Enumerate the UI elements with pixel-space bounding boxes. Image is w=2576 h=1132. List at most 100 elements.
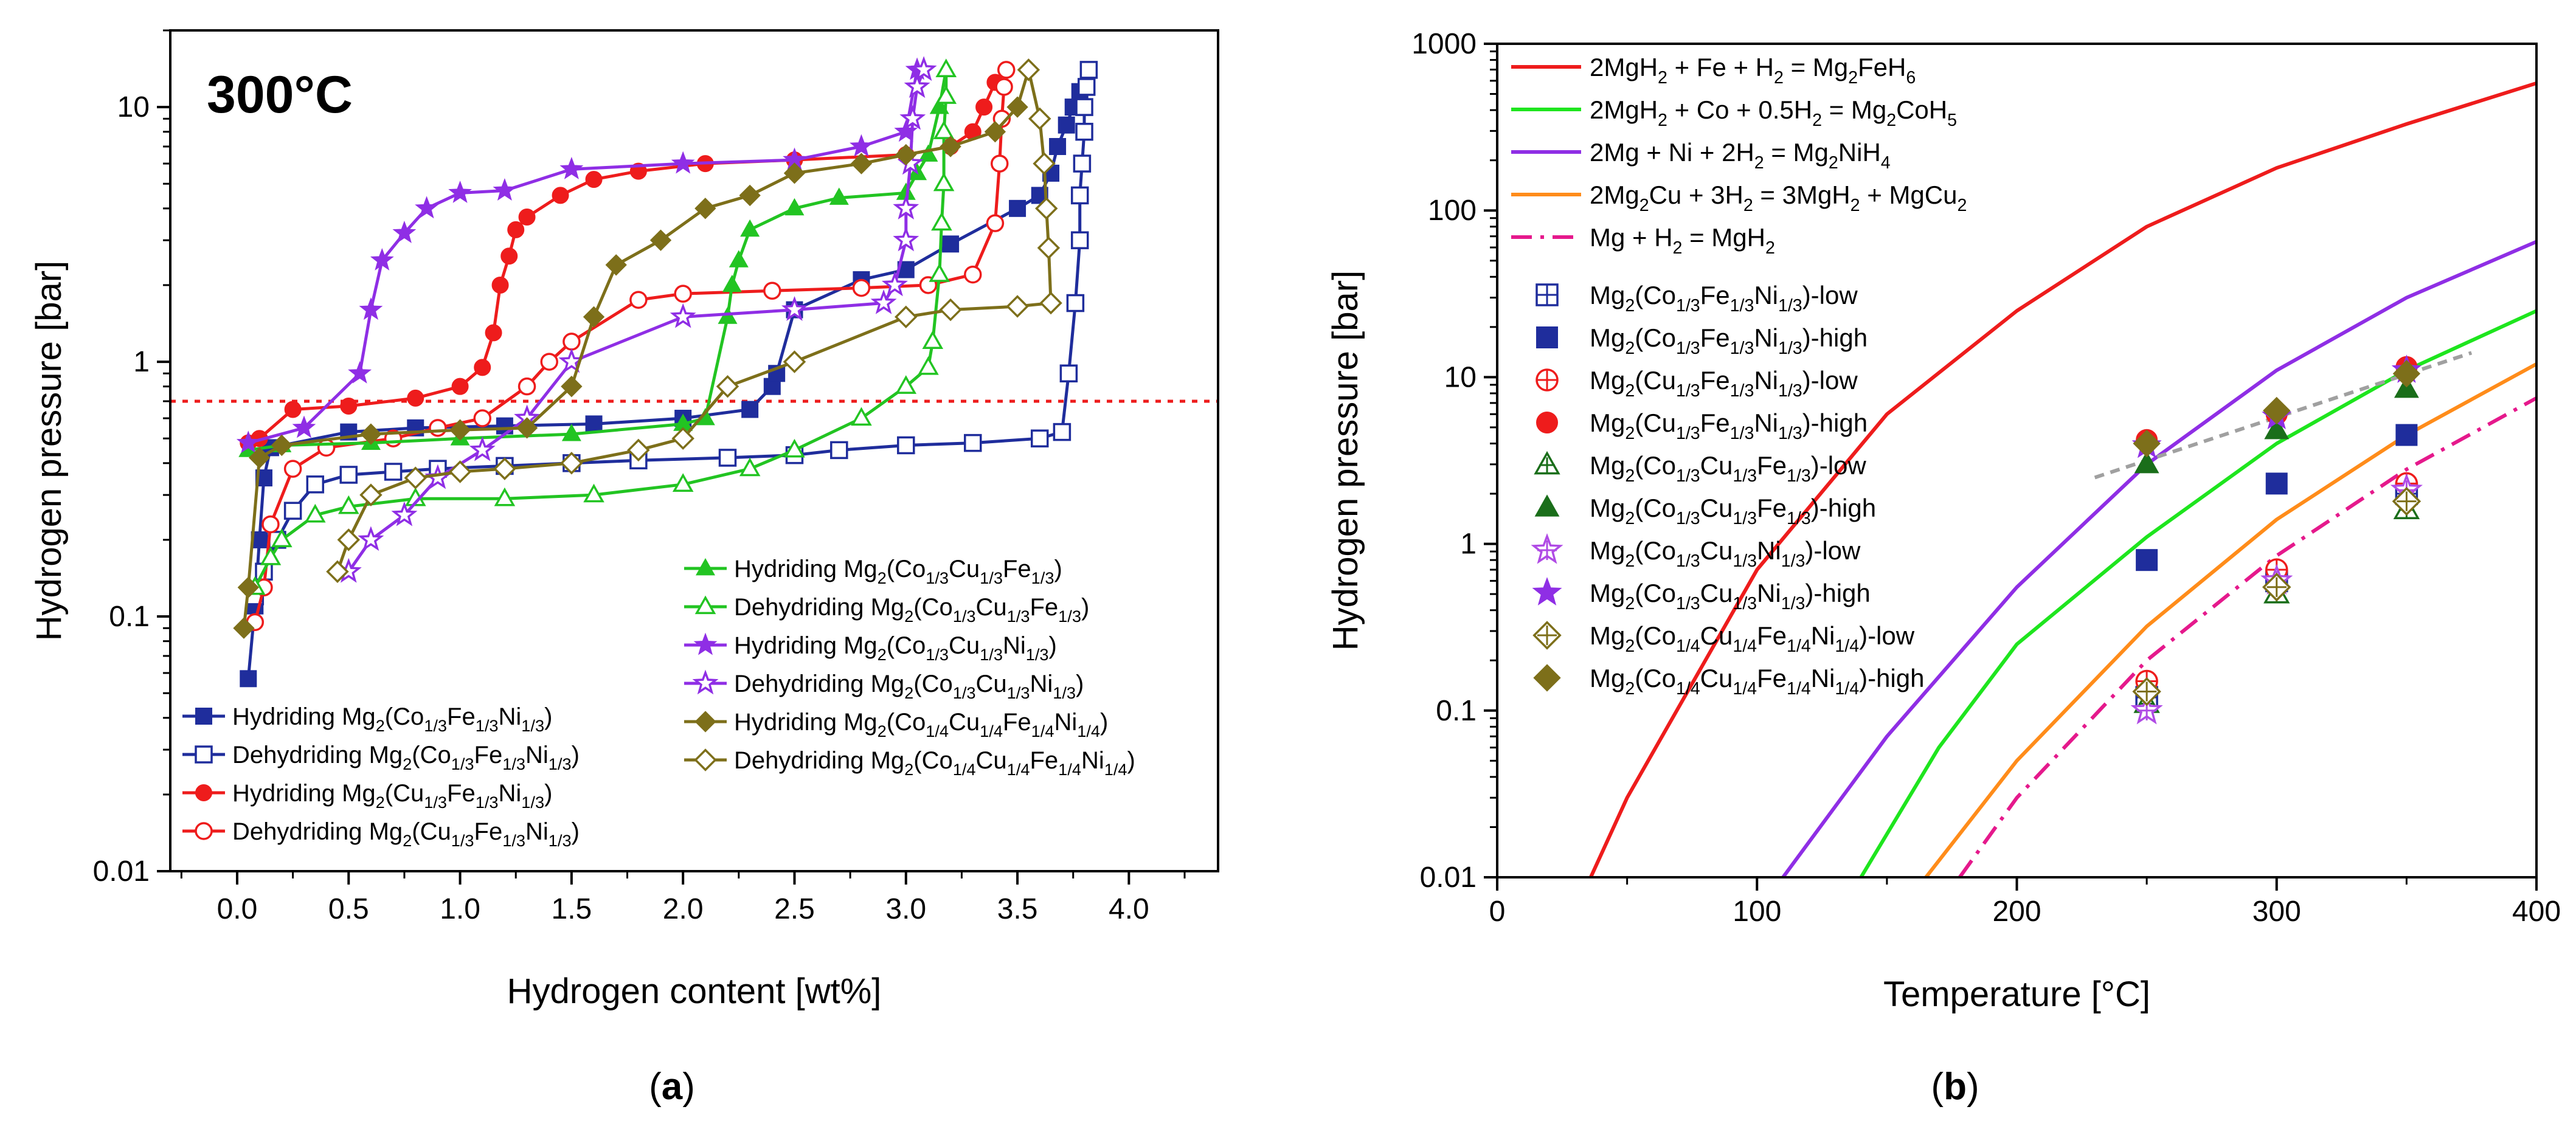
legend-marker-1 xyxy=(195,745,213,764)
legend-marker-label-3-part: Fe xyxy=(1700,409,1730,437)
series-5-point-7-shape xyxy=(918,356,939,375)
series-1-point-0 xyxy=(1079,61,1098,79)
legend-marker-label-6-part: )-low xyxy=(1805,536,1861,565)
series-9-point-2-shape xyxy=(1033,152,1056,175)
legend-marker-label-4: Mg2(Co1/3Cu1/3Fe1/3)-low xyxy=(1590,451,1866,486)
series-3-point-0-shape xyxy=(997,61,1016,79)
series-9-point-14 xyxy=(493,457,516,480)
caption-a-letter: a xyxy=(662,1066,683,1108)
legend-marker-label-5-part: )-high xyxy=(1811,494,1876,522)
y-tick-label: 1 xyxy=(133,346,150,378)
series-6-point-9-shape xyxy=(559,156,584,179)
series-9-point-2 xyxy=(1033,152,1056,175)
legend-marker-label-8-part: (Co xyxy=(1635,621,1676,650)
legend-marker-label-8-part: 1/4 xyxy=(1787,637,1811,656)
legend-curve-label-2-part: 2Mg + Ni + 2H xyxy=(1590,138,1754,167)
legend-marker-label-1-part: Mg xyxy=(1590,323,1625,352)
series-7-point-15 xyxy=(358,526,384,551)
legend-marker-2 xyxy=(195,784,212,801)
series-3-point-3-shape xyxy=(990,154,1009,173)
series-4-point-15-shape xyxy=(918,144,938,162)
legend-label-5-part: Dehydriding Mg xyxy=(734,594,904,621)
marker-9-point-2-shape xyxy=(2392,359,2421,388)
legend-label-4-part: 1/3 xyxy=(1031,568,1054,587)
x-tick-label: 2.0 xyxy=(663,893,704,925)
legend-label-4-part: 1/3 xyxy=(980,568,1003,587)
series-4-point-10 xyxy=(740,219,760,237)
series-0-point-10 xyxy=(741,401,759,418)
legend-curve-label-0-part: 2MgH xyxy=(1590,53,1658,81)
series-line-2 xyxy=(248,69,1008,444)
series-9-point-3-shape xyxy=(1034,197,1058,220)
series-4-point-9 xyxy=(729,250,749,267)
series-5-point-8 xyxy=(895,375,917,394)
legend-marker-label-5-part: 1/3 xyxy=(1676,509,1700,528)
series-3-point-0 xyxy=(997,61,1016,79)
legend-marker-label-5-part: 1/3 xyxy=(1733,509,1757,528)
legend-curve-label-4-part: 2 xyxy=(1673,238,1683,258)
legend-marker-label-6-part: 1/3 xyxy=(1733,551,1757,571)
legend-marker-label-5-part: 1/3 xyxy=(1787,509,1811,528)
series-1-point-2 xyxy=(1075,98,1093,116)
series-6-point-1 xyxy=(292,415,316,438)
series-1-point-6 xyxy=(1070,231,1089,249)
legend-curve-label-2-part: 2 xyxy=(1754,153,1764,173)
legend-marker-label-6-part: (Co xyxy=(1635,536,1676,565)
legend-marker-label-5-part: Fe xyxy=(1757,494,1787,522)
legend-label-0-part: Fe xyxy=(447,703,476,730)
legend-marker-label-6: Mg2(Co1/3Cu1/3Ni1/3)-low xyxy=(1590,536,1861,571)
series-9-point-5-shape xyxy=(1039,291,1062,315)
legend-curve-label-3-part: = 3MgH xyxy=(1753,181,1851,209)
series-8-point-11-shape xyxy=(694,198,716,219)
series-8-point-16-shape xyxy=(940,136,961,157)
legend-label-8-part: ) xyxy=(1100,709,1108,736)
series-0-point-20 xyxy=(1049,138,1067,156)
x-tick-label: 2.5 xyxy=(774,893,815,925)
series-4-point-8 xyxy=(722,274,742,292)
series-5-point-9 xyxy=(851,407,872,426)
marker-9-point-0 xyxy=(2133,429,2161,458)
series-1-point-9 xyxy=(1053,423,1072,441)
series-6-point-0-shape xyxy=(236,430,260,454)
series-5-point-17-shape xyxy=(304,503,326,523)
series-3-point-9 xyxy=(674,285,692,303)
series-3-point-4-shape xyxy=(986,214,1005,232)
legend-label-4: Hydriding Mg2(Co1/3Cu1/3Fe1/3) xyxy=(734,556,1062,587)
series-6-point-2-shape xyxy=(348,361,372,384)
legend-marker-2-shape xyxy=(195,784,212,801)
series-1-point-1-shape xyxy=(1077,78,1096,96)
series-0-point-0-shape xyxy=(240,670,257,688)
legend-curve-label-3-part: + MgCu xyxy=(1860,181,1958,209)
series-3-point-19-shape xyxy=(261,515,280,534)
series-8-point-4 xyxy=(360,423,382,445)
series-7-point-8 xyxy=(781,296,808,321)
legend-label-9-part: (Co xyxy=(913,747,952,774)
x-axis-label: Temperature [°C] xyxy=(1883,975,2150,1014)
legend-label-5: Dehydriding Mg2(Co1/3Cu1/3Fe1/3) xyxy=(734,594,1089,626)
legend-marker-label-7-part: 1/3 xyxy=(1733,594,1757,613)
series-5-point-2-shape xyxy=(933,120,955,139)
series-9-point-11-shape xyxy=(671,427,694,450)
legend-curve-label-1-part: 5 xyxy=(1947,111,1957,130)
series-0-point-21-shape xyxy=(1058,116,1075,134)
legend-label-7-part: 2 xyxy=(904,683,913,702)
series-0-point-16 xyxy=(942,235,960,253)
legend-marker-1-shape xyxy=(1536,326,1558,348)
series-2-point-5 xyxy=(451,378,469,395)
legend-curve-label-0: 2MgH2 + Fe + H2 = Mg2FeH6 xyxy=(1590,53,1916,88)
series-2-point-13 xyxy=(585,171,603,188)
legend-label-2-part: Ni xyxy=(499,780,522,807)
series-8-point-1 xyxy=(237,576,259,598)
legend-label-3-part: Ni xyxy=(525,818,549,845)
series-8-point-5 xyxy=(449,419,471,441)
legend-label-2-part: 1/3 xyxy=(424,793,447,812)
legend-label-7-part: ) xyxy=(1076,671,1084,697)
legend-label-4-part: (Co xyxy=(887,556,926,582)
series-3-point-13-shape xyxy=(518,377,536,396)
curve-line-4 xyxy=(1958,396,2536,877)
legend-marker-label-3-part: 1/3 xyxy=(1676,424,1700,443)
series-1-point-11 xyxy=(963,433,982,452)
legend-label-4-part: Cu xyxy=(949,556,980,582)
legend-marker-label-3-part: 1/3 xyxy=(1730,424,1754,443)
series-8-point-3-shape xyxy=(271,434,293,457)
